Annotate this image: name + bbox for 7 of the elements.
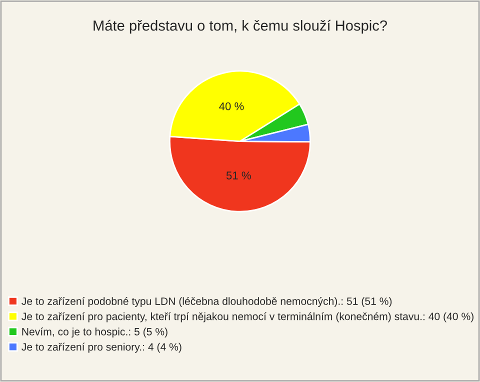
data-label: 40 % [219, 102, 244, 110]
data-label: 51 % [226, 172, 251, 180]
legend-label: Je to zařízení pro seniory.: 4 (4 %) [22, 342, 182, 353]
chart-title: Máte představu o tom, k čemu slouží Hospic? [94, 20, 387, 34]
legend-label: Nevím, co je to hospic.: 5 (5 %) [22, 328, 168, 338]
legend-label: Je to zařízení podobné typu LDN (léčebna dlouhodobě nemocných).: 51 (51 %) [22, 297, 392, 308]
legend-label: Je to zařízení pro pacienty, kteří trpí nějakou nemocí v terminálním (konečném) stavu.: 40 (40 %) [22, 312, 474, 322]
